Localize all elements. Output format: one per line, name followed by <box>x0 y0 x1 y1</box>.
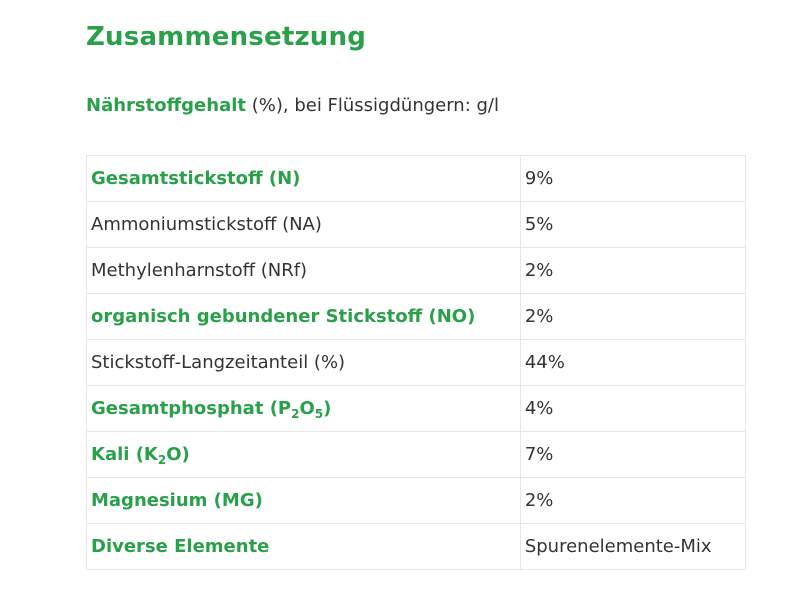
row-label-part: Gesamtphosphat (P <box>91 398 292 419</box>
row-label-part: O) <box>166 444 190 465</box>
row-label: Kali (K2O) <box>86 431 521 478</box>
row-value: 5% <box>519 201 747 248</box>
row-value: 2% <box>519 477 747 524</box>
row-value: 2% <box>519 247 747 294</box>
table-row: Methylenharnstoff (NRf) 2% <box>86 247 747 294</box>
row-label: Methylenharnstoff (NRf) <box>86 247 521 294</box>
table-row: Gesamtphosphat (P2O5) 4% <box>86 385 747 432</box>
row-label: Diverse Elemente <box>86 523 521 570</box>
row-label: Magnesium (MG) <box>86 477 521 524</box>
row-label-subscript: 5 <box>314 407 324 421</box>
row-label: Ammoniumstickstoff (NA) <box>86 201 521 248</box>
page-title: Zusammensetzung <box>86 22 367 52</box>
row-value: 4% <box>519 385 747 432</box>
table-row: Ammoniumstickstoff (NA) 5% <box>86 201 747 248</box>
row-label-part: O <box>299 398 315 419</box>
composition-table: Gesamtstickstoff (N) 9% Ammoniumsticksto… <box>86 155 747 570</box>
nutrient-intro: Nährstoffgehalt (%), bei Flüssigdüngern:… <box>86 95 499 116</box>
row-value: 7% <box>519 431 747 478</box>
nutrient-intro-rest: (%), bei Flüssigdüngern: g/l <box>246 95 499 116</box>
row-label: organisch gebundener Stickstoff (NO) <box>86 293 521 340</box>
table-row: Magnesium (MG) 2% <box>86 477 747 524</box>
table-row: Diverse Elemente Spurenelemente-Mix <box>86 523 747 570</box>
row-label-subscript: 2 <box>157 453 167 467</box>
row-value: 2% <box>519 293 747 340</box>
row-label: Gesamtphosphat (P2O5) <box>86 385 521 432</box>
nutrient-intro-strong: Nährstoffgehalt <box>86 95 246 116</box>
row-value: 44% <box>519 339 747 386</box>
row-label: Gesamtstickstoff (N) <box>86 155 521 202</box>
row-label-subscript: 2 <box>291 407 300 421</box>
row-label-part: ) <box>323 398 332 419</box>
table-row: Gesamtstickstoff (N) 9% <box>86 155 747 202</box>
row-value: Spurenelemente-Mix <box>519 523 747 570</box>
table-row: Stickstoff-Langzeitanteil (%) 44% <box>86 339 747 386</box>
row-value: 9% <box>519 155 747 202</box>
row-label-part: Kali (K <box>91 444 158 465</box>
table-row: organisch gebundener Stickstoff (NO) 2% <box>86 293 747 340</box>
table-row: Kali (K2O) 7% <box>86 431 747 478</box>
row-label: Stickstoff-Langzeitanteil (%) <box>86 339 521 386</box>
